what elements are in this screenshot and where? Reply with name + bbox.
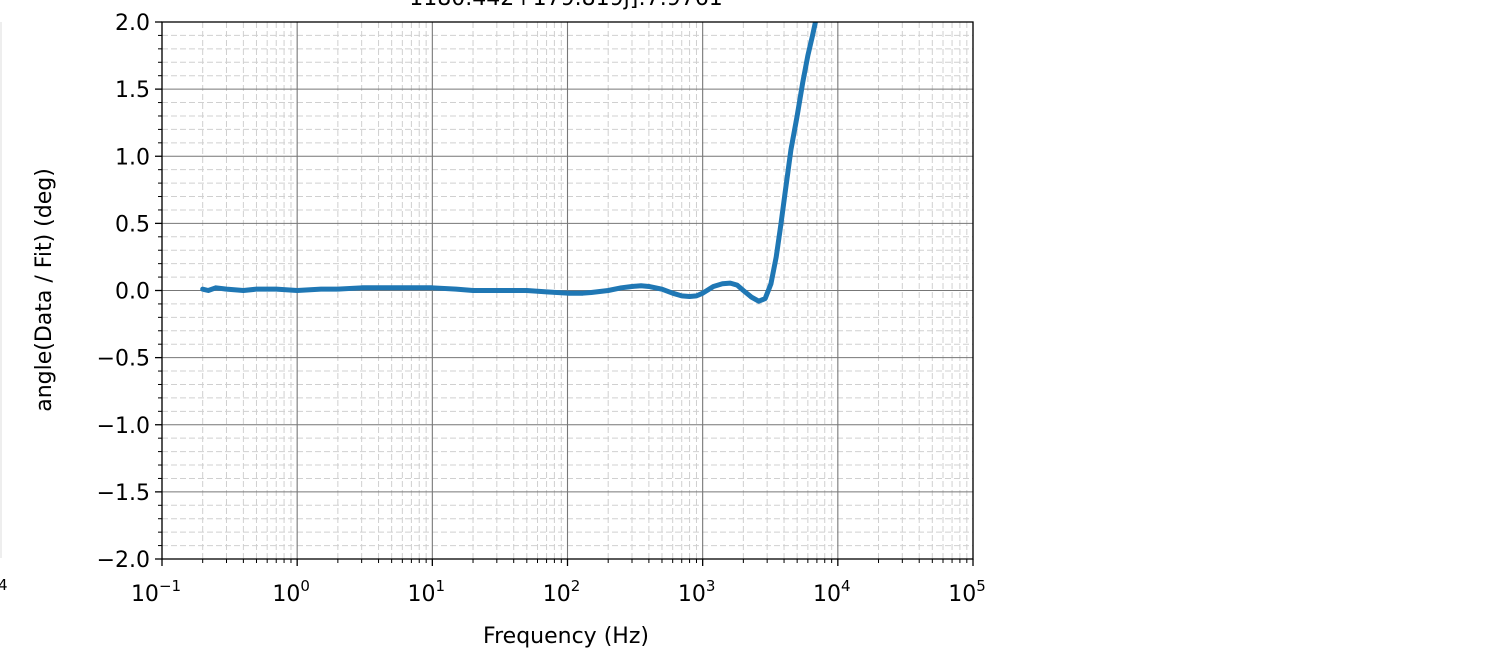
x-tick-label: 105 [948, 577, 986, 607]
y-tick-label: −1.0 [97, 414, 150, 439]
x-axis-label: Frequency (Hz) [483, 624, 649, 649]
y-tick-label: 0.5 [115, 212, 150, 237]
series-layer [200, 22, 819, 304]
y-tick-label: 0.0 [115, 280, 150, 305]
x-tick-label: 102 [543, 577, 581, 607]
y-tick-label: −0.5 [97, 347, 150, 372]
tick-labels: 10−1 100 101 102 103 104 105 −2.0 −1.5 −1.0 −0.5 0.… [97, 11, 986, 607]
y-tick-label: 1.5 [115, 78, 150, 103]
x-tick-label: 101 [408, 577, 446, 607]
y-tick-label: 2.0 [115, 11, 150, 36]
y-tick-label: −2.0 [97, 548, 150, 573]
x-tick-label: 100 [272, 577, 310, 607]
chart-title: 1180.442+179.819j]:7.9761 [409, 0, 722, 11]
left-edge-tick-fragment: 4 [0, 576, 8, 594]
series-line [200, 22, 819, 304]
x-tick-label: 103 [678, 577, 716, 607]
plot-frame [161, 21, 974, 560]
y-axis-label: angle(Data / Fit) (deg) [32, 168, 57, 412]
x-tick-label: 10−1 [131, 577, 181, 607]
y-tick-label: 1.0 [115, 145, 150, 170]
x-tick-label: 104 [813, 577, 851, 607]
ticks [155, 21, 974, 566]
y-tick-label: −1.5 [97, 481, 150, 506]
